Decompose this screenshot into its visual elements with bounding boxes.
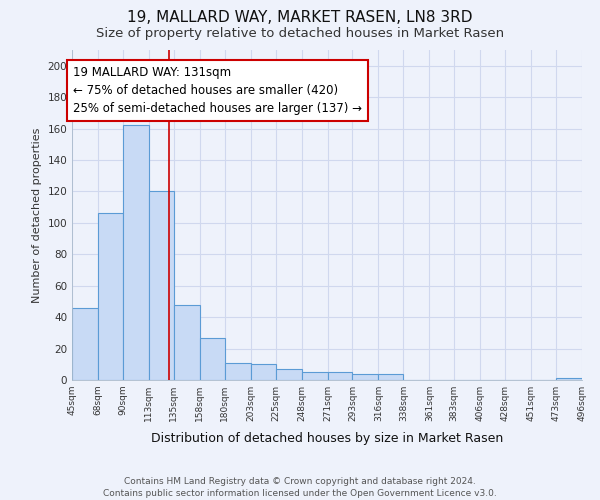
Bar: [251, 364, 275, 380]
Bar: [352, 374, 379, 380]
Bar: [200, 338, 224, 380]
Bar: [275, 369, 302, 380]
Bar: [98, 214, 123, 380]
Bar: [174, 304, 200, 380]
Text: Contains HM Land Registry data © Crown copyright and database right 2024.
Contai: Contains HM Land Registry data © Crown c…: [103, 476, 497, 498]
Bar: [123, 126, 149, 380]
Bar: [224, 362, 251, 380]
Bar: [149, 192, 174, 380]
Text: 19, MALLARD WAY, MARKET RASEN, LN8 3RD: 19, MALLARD WAY, MARKET RASEN, LN8 3RD: [127, 10, 473, 25]
X-axis label: Distribution of detached houses by size in Market Rasen: Distribution of detached houses by size …: [151, 432, 503, 446]
Text: Size of property relative to detached houses in Market Rasen: Size of property relative to detached ho…: [96, 28, 504, 40]
Y-axis label: Number of detached properties: Number of detached properties: [32, 128, 42, 302]
Bar: [328, 372, 352, 380]
Bar: [302, 372, 328, 380]
Text: 19 MALLARD WAY: 131sqm
← 75% of detached houses are smaller (420)
25% of semi-de: 19 MALLARD WAY: 131sqm ← 75% of detached…: [73, 66, 362, 114]
Bar: [379, 374, 403, 380]
Bar: [556, 378, 582, 380]
Bar: [72, 308, 98, 380]
